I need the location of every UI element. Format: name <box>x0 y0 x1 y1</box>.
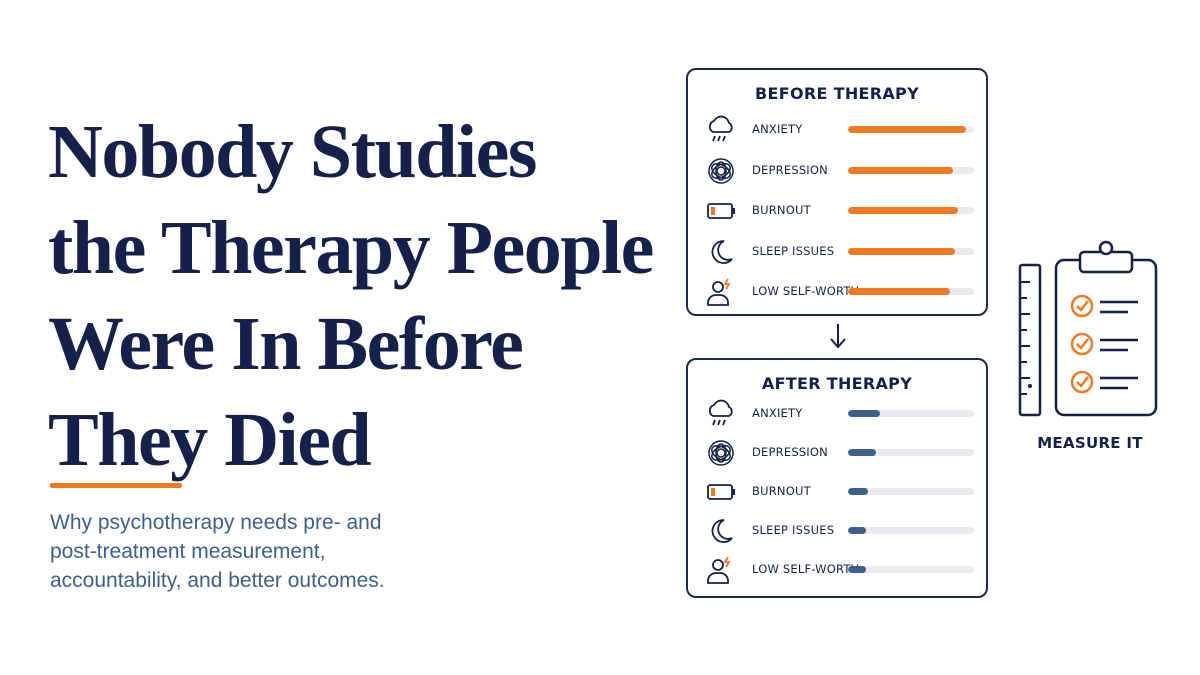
subtitle-line: accountability, and better outcomes. <box>50 569 385 592</box>
panel-title: BEFORE THERAPY <box>755 84 919 103</box>
ruler-icon <box>1018 263 1042 417</box>
metric-row: SLEEP ISSUES <box>688 515 986 547</box>
level-bar-track <box>848 410 974 417</box>
metric-row: SLEEP ISSUES <box>688 236 986 268</box>
metric-label: DEPRESSION <box>752 162 828 177</box>
level-bar-track <box>848 566 974 573</box>
level-bar-track <box>848 488 974 495</box>
level-bar-track <box>848 288 974 295</box>
metric-label: LOW SELF-WORTH <box>752 284 860 298</box>
level-bar-fill <box>848 527 866 534</box>
level-bar-track <box>848 247 974 255</box>
metric-label: SLEEP ISSUES <box>752 523 835 537</box>
level-bar-track <box>848 449 974 456</box>
low-battery-icon <box>704 476 738 508</box>
metric-row: LOW SELF-WORTH <box>688 554 986 586</box>
subtitle-line: post-treatment measurement, <box>50 540 326 563</box>
metric-label: ANXIETY <box>752 122 803 136</box>
level-bar-track <box>848 126 974 133</box>
moon-icon <box>704 236 738 268</box>
metric-row: BURNOUT <box>688 476 986 508</box>
tangle-icon <box>704 155 738 187</box>
level-bar-fill <box>848 288 951 295</box>
person-stress-icon <box>704 554 738 586</box>
metric-row: ANXIETY <box>688 398 986 430</box>
metric-label: BURNOUT <box>752 484 811 498</box>
level-bar-fill <box>848 410 880 417</box>
metric-row: LOW SELF-WORTH <box>688 276 986 308</box>
arrow-down-icon <box>830 324 846 349</box>
level-bar-fill <box>848 207 958 214</box>
level-bar-fill <box>848 488 869 495</box>
level-bar-fill <box>848 166 953 174</box>
level-bar-track <box>848 166 974 174</box>
metric-row: DEPRESSION <box>688 437 986 469</box>
level-bar-fill <box>848 449 876 456</box>
level-bar-track <box>848 527 974 534</box>
headline-line: Were In Before <box>48 302 524 386</box>
metric-label: LOW SELF-WORTH <box>752 562 860 576</box>
metric-row: ANXIETY <box>688 114 986 146</box>
metric-row: BURNOUT <box>688 195 986 227</box>
moon-icon <box>704 515 738 547</box>
measure-it-label: MEASURE IT <box>1037 434 1143 452</box>
headline-line: Nobody Studies <box>48 110 537 194</box>
rain-cloud-icon <box>704 398 738 430</box>
after-therapy-panel: AFTER THERAPY ANXIETY DEPRESSION BURNOUT SL… <box>686 358 988 598</box>
tangle-icon <box>704 437 738 469</box>
metric-label: ANXIETY <box>752 406 803 420</box>
metric-label: BURNOUT <box>752 203 811 217</box>
clipboard-checklist-icon <box>1018 240 1158 417</box>
level-bar-track <box>848 207 974 214</box>
metric-label: SLEEP ISSUES <box>752 243 835 258</box>
subtitle: Why psychotherapy needs pre- and post-tr… <box>50 508 490 595</box>
before-therapy-panel: BEFORE THERAPY ANXIETY DEPRESSION BURNOUT S… <box>686 68 988 316</box>
low-battery-icon <box>704 195 738 227</box>
level-bar-fill <box>848 247 956 255</box>
rain-cloud-icon <box>704 114 738 146</box>
headline-line: the Therapy People <box>48 206 654 290</box>
person-stress-icon <box>704 276 738 308</box>
level-bar-fill <box>848 126 967 133</box>
subtitle-line: Why psychotherapy needs pre- and <box>50 511 382 534</box>
level-bar-fill <box>848 566 866 573</box>
headline-line: They Died <box>48 398 372 482</box>
accent-divider <box>50 483 182 488</box>
panel-title: AFTER THERAPY <box>761 374 913 393</box>
headline: Nobody Studies the Therapy People Were I… <box>48 104 688 488</box>
metric-label: DEPRESSION <box>752 445 828 459</box>
metric-row: DEPRESSION <box>688 155 986 187</box>
